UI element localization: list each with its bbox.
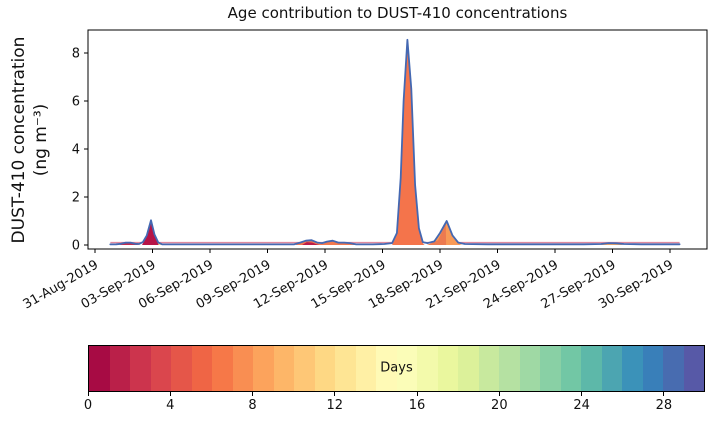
colorbar-segment bbox=[89, 346, 110, 391]
colorbar-tick-label: 8 bbox=[248, 398, 257, 413]
colorbar-segment bbox=[437, 346, 458, 391]
y-tick-label: 0 bbox=[72, 239, 80, 254]
colorbar-segment bbox=[540, 346, 561, 391]
colorbar-tick-label: 20 bbox=[491, 398, 508, 413]
colorbar-segment bbox=[212, 346, 233, 391]
colorbar-tick bbox=[252, 392, 254, 396]
colorbar-segment bbox=[376, 346, 397, 391]
area-segment-bump-red-sliver bbox=[302, 242, 320, 245]
colorbar-tick-label: 28 bbox=[655, 398, 673, 413]
colorbar-segment bbox=[581, 346, 602, 391]
colorbar-segment bbox=[560, 346, 581, 391]
colorbar-tick-label: 4 bbox=[166, 398, 175, 413]
area-segment-main-peak-16sep bbox=[392, 41, 425, 245]
colorbar-segment bbox=[499, 346, 520, 391]
colorbar-gradient bbox=[88, 345, 705, 392]
area-segment-secondary-dark-wedge bbox=[427, 223, 447, 245]
colorbar-segment bbox=[335, 346, 356, 391]
colorbar-tick-label: 16 bbox=[408, 398, 426, 413]
colorbar-tick bbox=[87, 392, 89, 396]
axes-frame bbox=[87, 29, 708, 250]
colorbar-segment bbox=[519, 346, 540, 391]
colorbar-segment bbox=[253, 346, 274, 391]
colorbar-tick bbox=[663, 392, 665, 396]
colorbar-segment bbox=[683, 346, 704, 391]
colorbar-segment bbox=[314, 346, 335, 391]
colorbar-segment bbox=[191, 346, 212, 391]
y-tick-label: 6 bbox=[72, 95, 80, 110]
colorbar-tick bbox=[581, 392, 583, 396]
colorbar-tick-label: 0 bbox=[83, 398, 93, 413]
colorbar-segment bbox=[663, 346, 684, 391]
colorbar-segment bbox=[109, 346, 130, 391]
colorbar-segment bbox=[622, 346, 643, 391]
y-tick-label: 8 bbox=[72, 47, 80, 62]
colorbar: Days 0 4 8 12 16 20 24 28 bbox=[84, 345, 705, 420]
colorbar-tick bbox=[169, 392, 171, 396]
colorbar-tick-label: 24 bbox=[573, 398, 590, 413]
time-series-plot: 0246831-Aug-201903-Sep-201906-Sep-201909… bbox=[21, 29, 708, 313]
colorbar-segment bbox=[417, 346, 438, 391]
colorbar-segment bbox=[458, 346, 479, 391]
y-tick-label: 4 bbox=[72, 143, 80, 158]
colorbar-segment bbox=[642, 346, 663, 391]
colorbar-segment bbox=[130, 346, 151, 391]
total-line bbox=[109, 38, 681, 246]
colorbar-tick-label: 12 bbox=[326, 398, 344, 413]
colorbar-segment bbox=[171, 346, 192, 391]
colorbar-tick bbox=[498, 392, 500, 396]
area-segment-crimson-peak-03sep bbox=[142, 221, 159, 245]
colorbar-label: Days bbox=[380, 360, 413, 376]
colorbar-segment bbox=[273, 346, 294, 391]
colorbar-segment bbox=[232, 346, 253, 391]
colorbar-segment bbox=[150, 346, 171, 391]
colorbar-segment bbox=[355, 346, 376, 391]
y-tick-label: 2 bbox=[72, 191, 80, 206]
colorbar-segment bbox=[478, 346, 499, 391]
colorbar-tick bbox=[334, 392, 336, 396]
colorbar-segment bbox=[396, 346, 417, 391]
chart-title: Age contribution to DUST-410 concentrati… bbox=[227, 4, 568, 22]
colorbar-segment bbox=[601, 346, 622, 391]
colorbar-tick bbox=[416, 392, 418, 396]
colorbar-segment bbox=[294, 346, 315, 391]
